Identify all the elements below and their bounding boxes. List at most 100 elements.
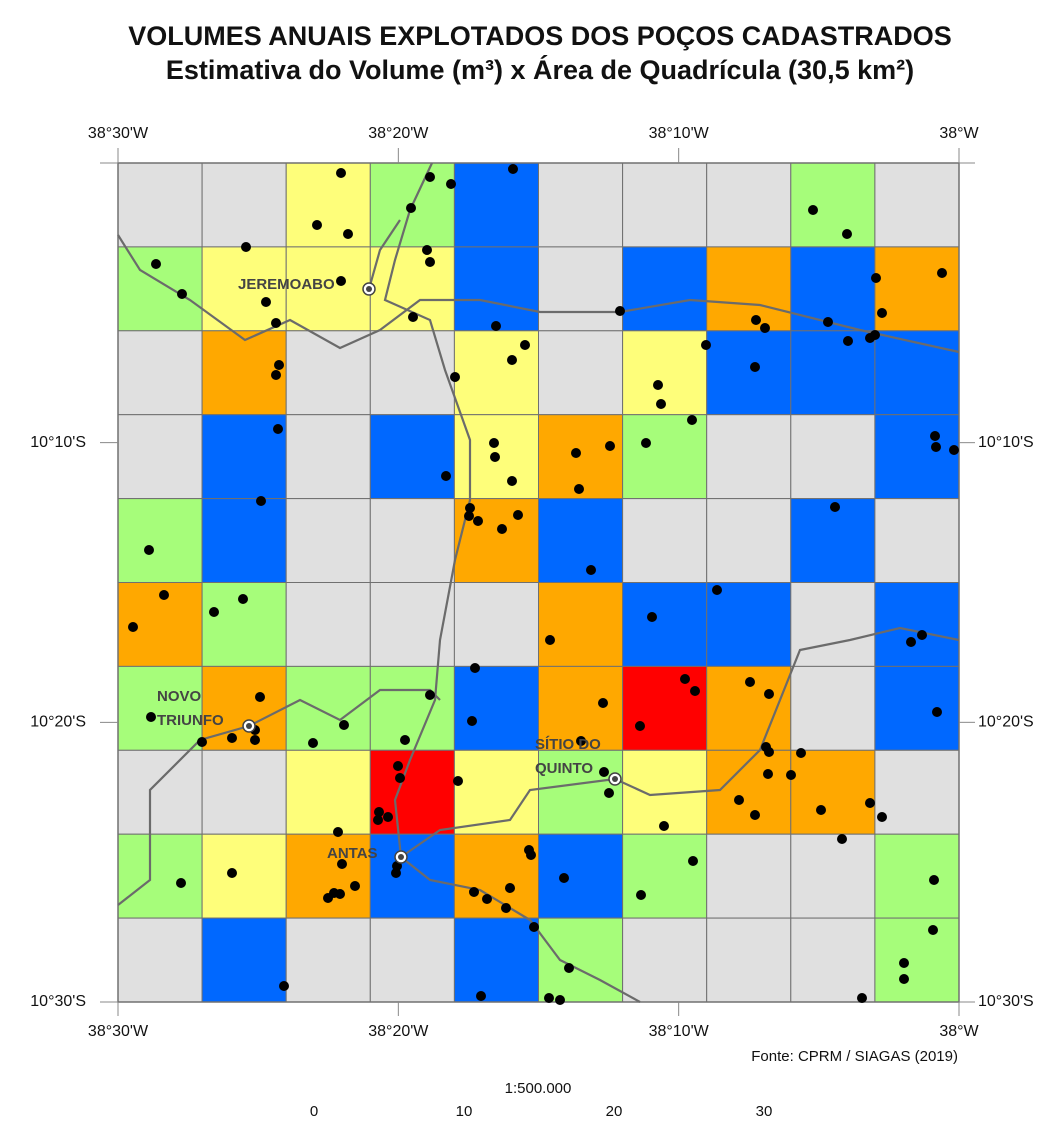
well	[653, 380, 663, 390]
well	[128, 622, 138, 632]
well	[227, 868, 237, 878]
well	[808, 205, 818, 215]
grid-cell	[369, 582, 455, 667]
grid-cell	[538, 582, 624, 667]
well	[930, 431, 940, 441]
map-title: VOLUMES ANUAIS EXPLOTADOS DOS POÇOS CADA…	[128, 21, 952, 51]
place-marker-dot	[366, 286, 372, 292]
well	[564, 963, 574, 973]
grid-cell	[706, 749, 792, 835]
well	[574, 484, 584, 494]
longitude-label: 38°20'W	[368, 1023, 429, 1040]
grid-cell	[201, 162, 287, 248]
scale-ratio: 1:500.000	[505, 1080, 572, 1097]
grid-cell	[622, 414, 708, 500]
latitude-label: 10°20'S	[978, 714, 1034, 731]
grid-cell	[285, 498, 371, 584]
well	[271, 370, 281, 380]
latitude-label: 10°30'S	[30, 993, 86, 1010]
well	[151, 259, 161, 269]
grid-cell	[622, 917, 708, 1003]
grid-cell	[369, 749, 455, 835]
well	[545, 635, 555, 645]
well	[441, 471, 451, 481]
well	[489, 438, 499, 448]
grid-cell	[201, 749, 287, 835]
well	[647, 612, 657, 622]
labels: 38°30'W 38°30'W 38°20'W 38°20'W 38°10'W 38°10…	[30, 125, 1033, 1120]
well	[491, 321, 501, 331]
wells	[128, 164, 959, 1005]
well	[476, 991, 486, 1001]
place-label: QUINTO	[535, 760, 593, 777]
grid-cell	[369, 833, 455, 919]
well	[751, 315, 761, 325]
well	[899, 974, 909, 984]
well	[333, 827, 343, 837]
grid-cell	[874, 917, 960, 1003]
well	[422, 245, 432, 255]
grid-cell	[285, 330, 371, 416]
well	[209, 607, 219, 617]
grid-cell	[790, 498, 876, 584]
grid-cell	[706, 582, 792, 667]
well	[680, 674, 690, 684]
well	[576, 736, 586, 746]
well	[176, 878, 186, 888]
well	[177, 289, 187, 299]
grid-cell	[285, 749, 371, 835]
well	[408, 312, 418, 322]
well	[144, 545, 154, 555]
well	[197, 737, 207, 747]
well	[605, 441, 615, 451]
place-label: NOVO	[157, 688, 202, 705]
well	[400, 735, 410, 745]
well	[395, 773, 405, 783]
well	[917, 630, 927, 640]
road	[400, 626, 960, 858]
well	[690, 686, 700, 696]
scale-label: 30	[756, 1103, 773, 1120]
well	[256, 496, 266, 506]
grid-cell	[538, 917, 624, 1003]
well	[343, 229, 353, 239]
well	[513, 510, 523, 520]
grid-cell	[790, 917, 876, 1003]
map-subtitle: Estimativa do Volume (m³) x Área de Quad…	[166, 54, 914, 85]
grid-cell	[706, 414, 792, 500]
well	[505, 883, 515, 893]
grid-cell	[790, 330, 876, 416]
grid-cell	[874, 665, 960, 751]
well	[764, 689, 774, 699]
source: Fonte: CPRM / SIAGAS (2019)	[751, 1048, 958, 1065]
well	[763, 769, 773, 779]
grid-cell	[790, 582, 876, 667]
well	[656, 399, 666, 409]
grid-cell	[285, 414, 371, 500]
well	[586, 565, 596, 575]
grid-cell	[622, 582, 708, 667]
grid-cells	[117, 162, 960, 1003]
scale-label: 20	[606, 1103, 623, 1120]
grid-cell	[201, 665, 287, 751]
well	[450, 372, 460, 382]
well	[508, 164, 518, 174]
longitude-label: 38°10'W	[649, 1023, 710, 1040]
grid-cell	[790, 414, 876, 500]
well	[928, 925, 938, 935]
road	[367, 219, 401, 290]
grid-cell	[706, 917, 792, 1003]
well	[544, 993, 554, 1003]
well	[255, 692, 265, 702]
well	[497, 524, 507, 534]
grid-cell	[117, 917, 203, 1003]
scale-label: 0	[310, 1103, 318, 1120]
well	[279, 981, 289, 991]
well	[571, 448, 581, 458]
well	[764, 747, 774, 757]
grid-cell	[369, 414, 455, 500]
longitude-label: 38°30'W	[88, 1023, 149, 1040]
well	[335, 889, 345, 899]
